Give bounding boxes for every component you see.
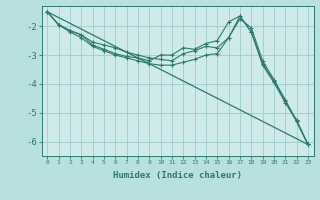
X-axis label: Humidex (Indice chaleur): Humidex (Indice chaleur) [113, 171, 242, 180]
